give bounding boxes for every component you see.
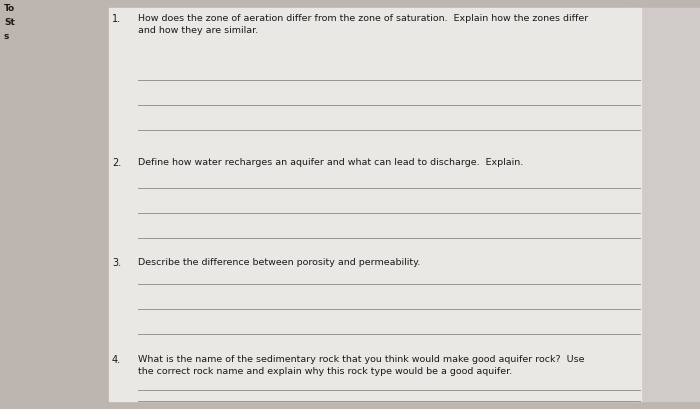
- Text: 2.: 2.: [112, 158, 121, 168]
- Text: 1.: 1.: [112, 14, 121, 24]
- Text: s: s: [4, 32, 9, 41]
- Bar: [108, 8, 640, 401]
- Text: How does the zone of aeration differ from the zone of saturation.  Explain how t: How does the zone of aeration differ fro…: [138, 14, 588, 35]
- Text: 4.: 4.: [112, 355, 121, 365]
- Bar: [631, 8, 700, 401]
- Text: What is the name of the sedimentary rock that you think would make good aquifer : What is the name of the sedimentary rock…: [138, 355, 584, 376]
- Text: Define how water recharges an aquifer and what can lead to discharge.  Explain.: Define how water recharges an aquifer an…: [138, 158, 524, 167]
- Text: 3.: 3.: [112, 258, 121, 268]
- Text: St: St: [4, 18, 15, 27]
- Text: To: To: [4, 4, 15, 13]
- Text: Describe the difference between porosity and permeability.: Describe the difference between porosity…: [138, 258, 421, 267]
